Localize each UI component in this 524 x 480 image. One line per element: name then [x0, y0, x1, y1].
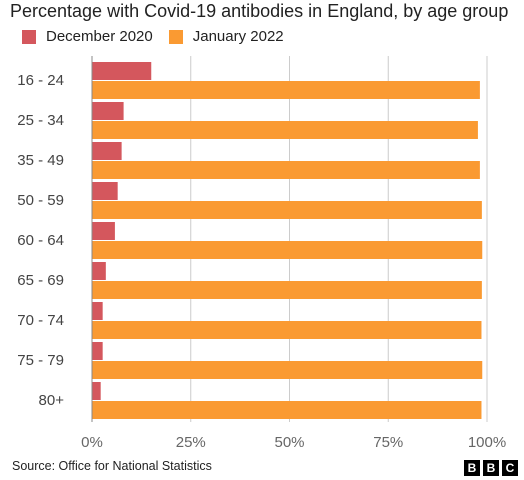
- legend-item-december-2020: December 2020: [22, 28, 153, 45]
- source-note: Source: Office for National Statistics: [12, 459, 212, 473]
- bar-december-2020-2: [92, 102, 124, 120]
- bar-january-2022-8: [92, 361, 483, 379]
- category-label-7: 70 - 74: [17, 312, 64, 329]
- bbc-logo-letter-2: B: [483, 460, 499, 476]
- legend-label-december-2020: December 2020: [46, 28, 153, 45]
- bar-december-2020-4: [92, 182, 118, 200]
- x-tick-label-0: 0%: [81, 434, 103, 451]
- bar-january-2022-2: [92, 121, 478, 139]
- category-label-6: 65 - 69: [17, 272, 64, 289]
- bar-january-2022-7: [92, 321, 482, 339]
- bar-january-2022-6: [92, 281, 482, 299]
- bar-december-2020-1: [92, 62, 152, 80]
- bar-january-2022-9: [92, 401, 482, 419]
- bbc-logo-letter-1: B: [464, 460, 480, 476]
- bar-december-2020-9: [92, 382, 101, 400]
- bar-december-2020-7: [92, 302, 103, 320]
- x-tick-label-2: 50%: [274, 434, 304, 451]
- bar-january-2022-1: [92, 81, 480, 99]
- x-tick-label-4: 100%: [468, 434, 506, 451]
- legend-label-january-2022: January 2022: [192, 28, 284, 45]
- category-label-5: 60 - 64: [17, 232, 64, 249]
- chart-title: Percentage with Covid-19 antibodies in E…: [10, 1, 509, 21]
- bar-december-2020-5: [92, 222, 115, 240]
- chart-legend: December 2020 January 2022: [22, 28, 300, 45]
- bar-december-2020-8: [92, 342, 103, 360]
- category-label-4: 50 - 59: [17, 192, 64, 209]
- legend-swatch-december-2020: [22, 29, 36, 44]
- x-tick-label-3: 75%: [373, 434, 403, 451]
- legend-item-january-2022: January 2022: [168, 28, 284, 45]
- category-label-2: 25 - 34: [17, 112, 64, 129]
- category-label-8: 75 - 79: [17, 352, 64, 369]
- bar-january-2022-4: [92, 201, 482, 219]
- x-tick-label-1: 25%: [176, 434, 206, 451]
- category-label-9: 80+: [39, 392, 65, 409]
- bbc-logo-letter-3: C: [502, 460, 518, 476]
- category-label-3: 35 - 49: [17, 152, 64, 169]
- bar-january-2022-3: [92, 161, 480, 179]
- bar-january-2022-5: [92, 241, 483, 259]
- category-label-1: 16 - 24: [17, 72, 64, 89]
- bar-december-2020-3: [92, 142, 122, 160]
- legend-swatch-january-2022: [168, 29, 183, 44]
- bar-december-2020-6: [92, 262, 106, 280]
- bbc-logo: B B C: [461, 460, 518, 476]
